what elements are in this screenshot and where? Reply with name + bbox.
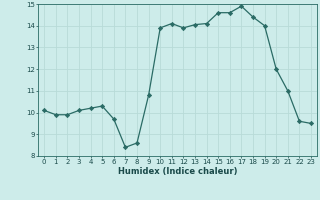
X-axis label: Humidex (Indice chaleur): Humidex (Indice chaleur) — [118, 167, 237, 176]
